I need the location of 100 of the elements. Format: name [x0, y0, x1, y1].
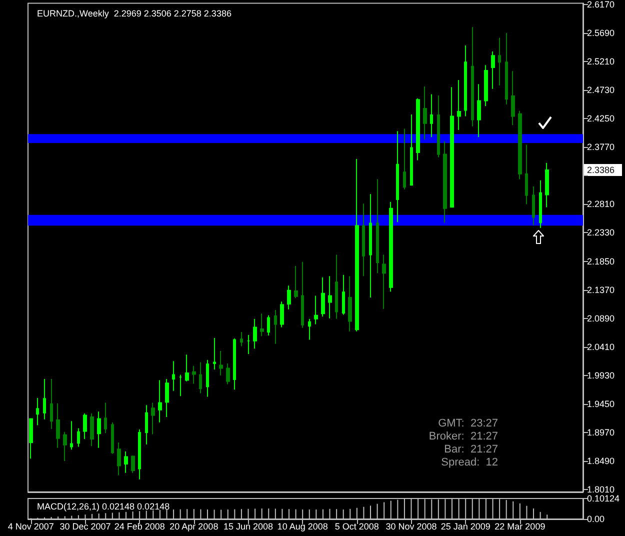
candlestick [437, 94, 440, 158]
candlestick [50, 378, 53, 430]
candlestick [308, 318, 311, 340]
candlestick [518, 110, 522, 180]
candlestick [165, 378, 169, 418]
y-tick-label: 1.8490 [587, 456, 615, 466]
x-tick-label: 4 Nov 2007 [8, 522, 54, 532]
candlestick [443, 140, 447, 224]
candlestick [525, 144, 528, 205]
candlestick [539, 180, 542, 228]
candlestick [389, 201, 393, 292]
candlestick [172, 360, 175, 392]
x-tick-label: 30 Dec 2007 [60, 522, 111, 532]
candlestick [117, 442, 121, 476]
candlestick [233, 338, 236, 390]
candlestick [138, 428, 141, 480]
candlestick [111, 422, 114, 454]
candlestick [253, 318, 257, 350]
candlestick [70, 420, 73, 450]
candlestick [498, 37, 501, 86]
y-tick-label: 2.1370 [587, 284, 615, 295]
candlestick [247, 334, 250, 354]
candlestick [484, 64, 488, 107]
y-tick-label: 2.2810 [587, 199, 615, 210]
candlestick [97, 411, 101, 448]
x-tick-label: 5 Oct 2008 [334, 522, 379, 532]
annotation: Spread: 12 [441, 456, 498, 468]
x-tick-label: 10 Aug 2008 [277, 522, 328, 532]
y-tick-label: 2.0410 [587, 342, 615, 352]
y-tick-label: 1.8970 [587, 427, 615, 438]
candlestick [430, 94, 433, 138]
x-tick-label: 22 Mar 2009 [494, 522, 546, 532]
y-tick-label: 2.5210 [587, 56, 615, 67]
candlestick [423, 86, 427, 140]
x-tick-label: 30 Nov 2008 [386, 522, 437, 532]
candlestick [260, 313, 264, 337]
candlestick [158, 380, 162, 423]
candlestick [416, 98, 420, 161]
candlestick [29, 418, 33, 460]
candlestick [369, 194, 372, 298]
y-tick-label: 2.6170 [587, 0, 615, 10]
chart-title: MACD(12,26,1) 0.02148 0.02148 [37, 502, 170, 512]
y-tick-label: 2.2330 [587, 228, 615, 238]
candlestick [471, 26, 474, 127]
candlestick [240, 331, 243, 347]
candlestick [36, 397, 39, 426]
candlestick [124, 450, 128, 474]
candlestick [382, 254, 386, 310]
candlestick [151, 402, 155, 435]
y-tick-label: 2.0890 [587, 313, 615, 324]
y-tick-label: 1.9450 [587, 398, 615, 409]
candlestick [545, 162, 549, 208]
candlestick [226, 362, 230, 385]
x-tick-label: 20 Apr 2008 [170, 522, 218, 532]
candlestick [457, 79, 461, 130]
candlestick [206, 359, 209, 398]
candlestick [185, 354, 189, 382]
candlestick [477, 84, 481, 138]
candlestick [335, 254, 338, 320]
candlestick [294, 266, 298, 299]
y-tick-label: 2.1850 [587, 256, 615, 266]
candlestick [403, 128, 406, 190]
candlestick [280, 301, 284, 328]
candlestick [104, 402, 107, 434]
candlestick [376, 178, 379, 274]
candlestick [505, 32, 508, 105]
candlestick [396, 130, 399, 223]
candlestick [274, 310, 277, 344]
candlestick [192, 365, 196, 384]
candlestick [301, 261, 304, 328]
candlestick [348, 276, 352, 332]
y-tick-label: 0.00 [587, 514, 605, 524]
candlestick [179, 374, 182, 397]
candlestick [63, 431, 67, 462]
candlestick [328, 276, 332, 319]
annotation: Broker: 21:27 [428, 430, 498, 442]
candlestick [342, 274, 345, 316]
y-tick-label: 2.4730 [587, 85, 615, 96]
y-tick-label: 1.9930 [587, 370, 615, 380]
candlestick [43, 378, 46, 420]
text: EURNZD.,Weekly 2.2969 2.3506 2.2758 2.3386 [37, 8, 232, 18]
candlestick [90, 412, 94, 447]
candlestick [56, 402, 60, 448]
annotation: Bar: 21:27 [444, 444, 498, 456]
candlestick [145, 404, 148, 445]
candlestick [321, 276, 325, 318]
candlestick [131, 455, 135, 474]
candlestick [77, 428, 80, 448]
candlestick [219, 350, 223, 376]
candlestick [267, 314, 270, 336]
candlestick [532, 186, 535, 226]
candlestick [199, 362, 202, 394]
candlestick [410, 114, 413, 186]
y-tick-label: 0.10124 [587, 494, 620, 504]
y-tick-label: 2.5690 [587, 28, 615, 38]
x-tick-label: 24 Feb 2008 [114, 522, 165, 532]
text: 2.3386 [587, 164, 615, 175]
y-tick-label: 2.4250 [587, 114, 615, 124]
candlestick [511, 70, 515, 126]
candlestick [491, 50, 495, 90]
